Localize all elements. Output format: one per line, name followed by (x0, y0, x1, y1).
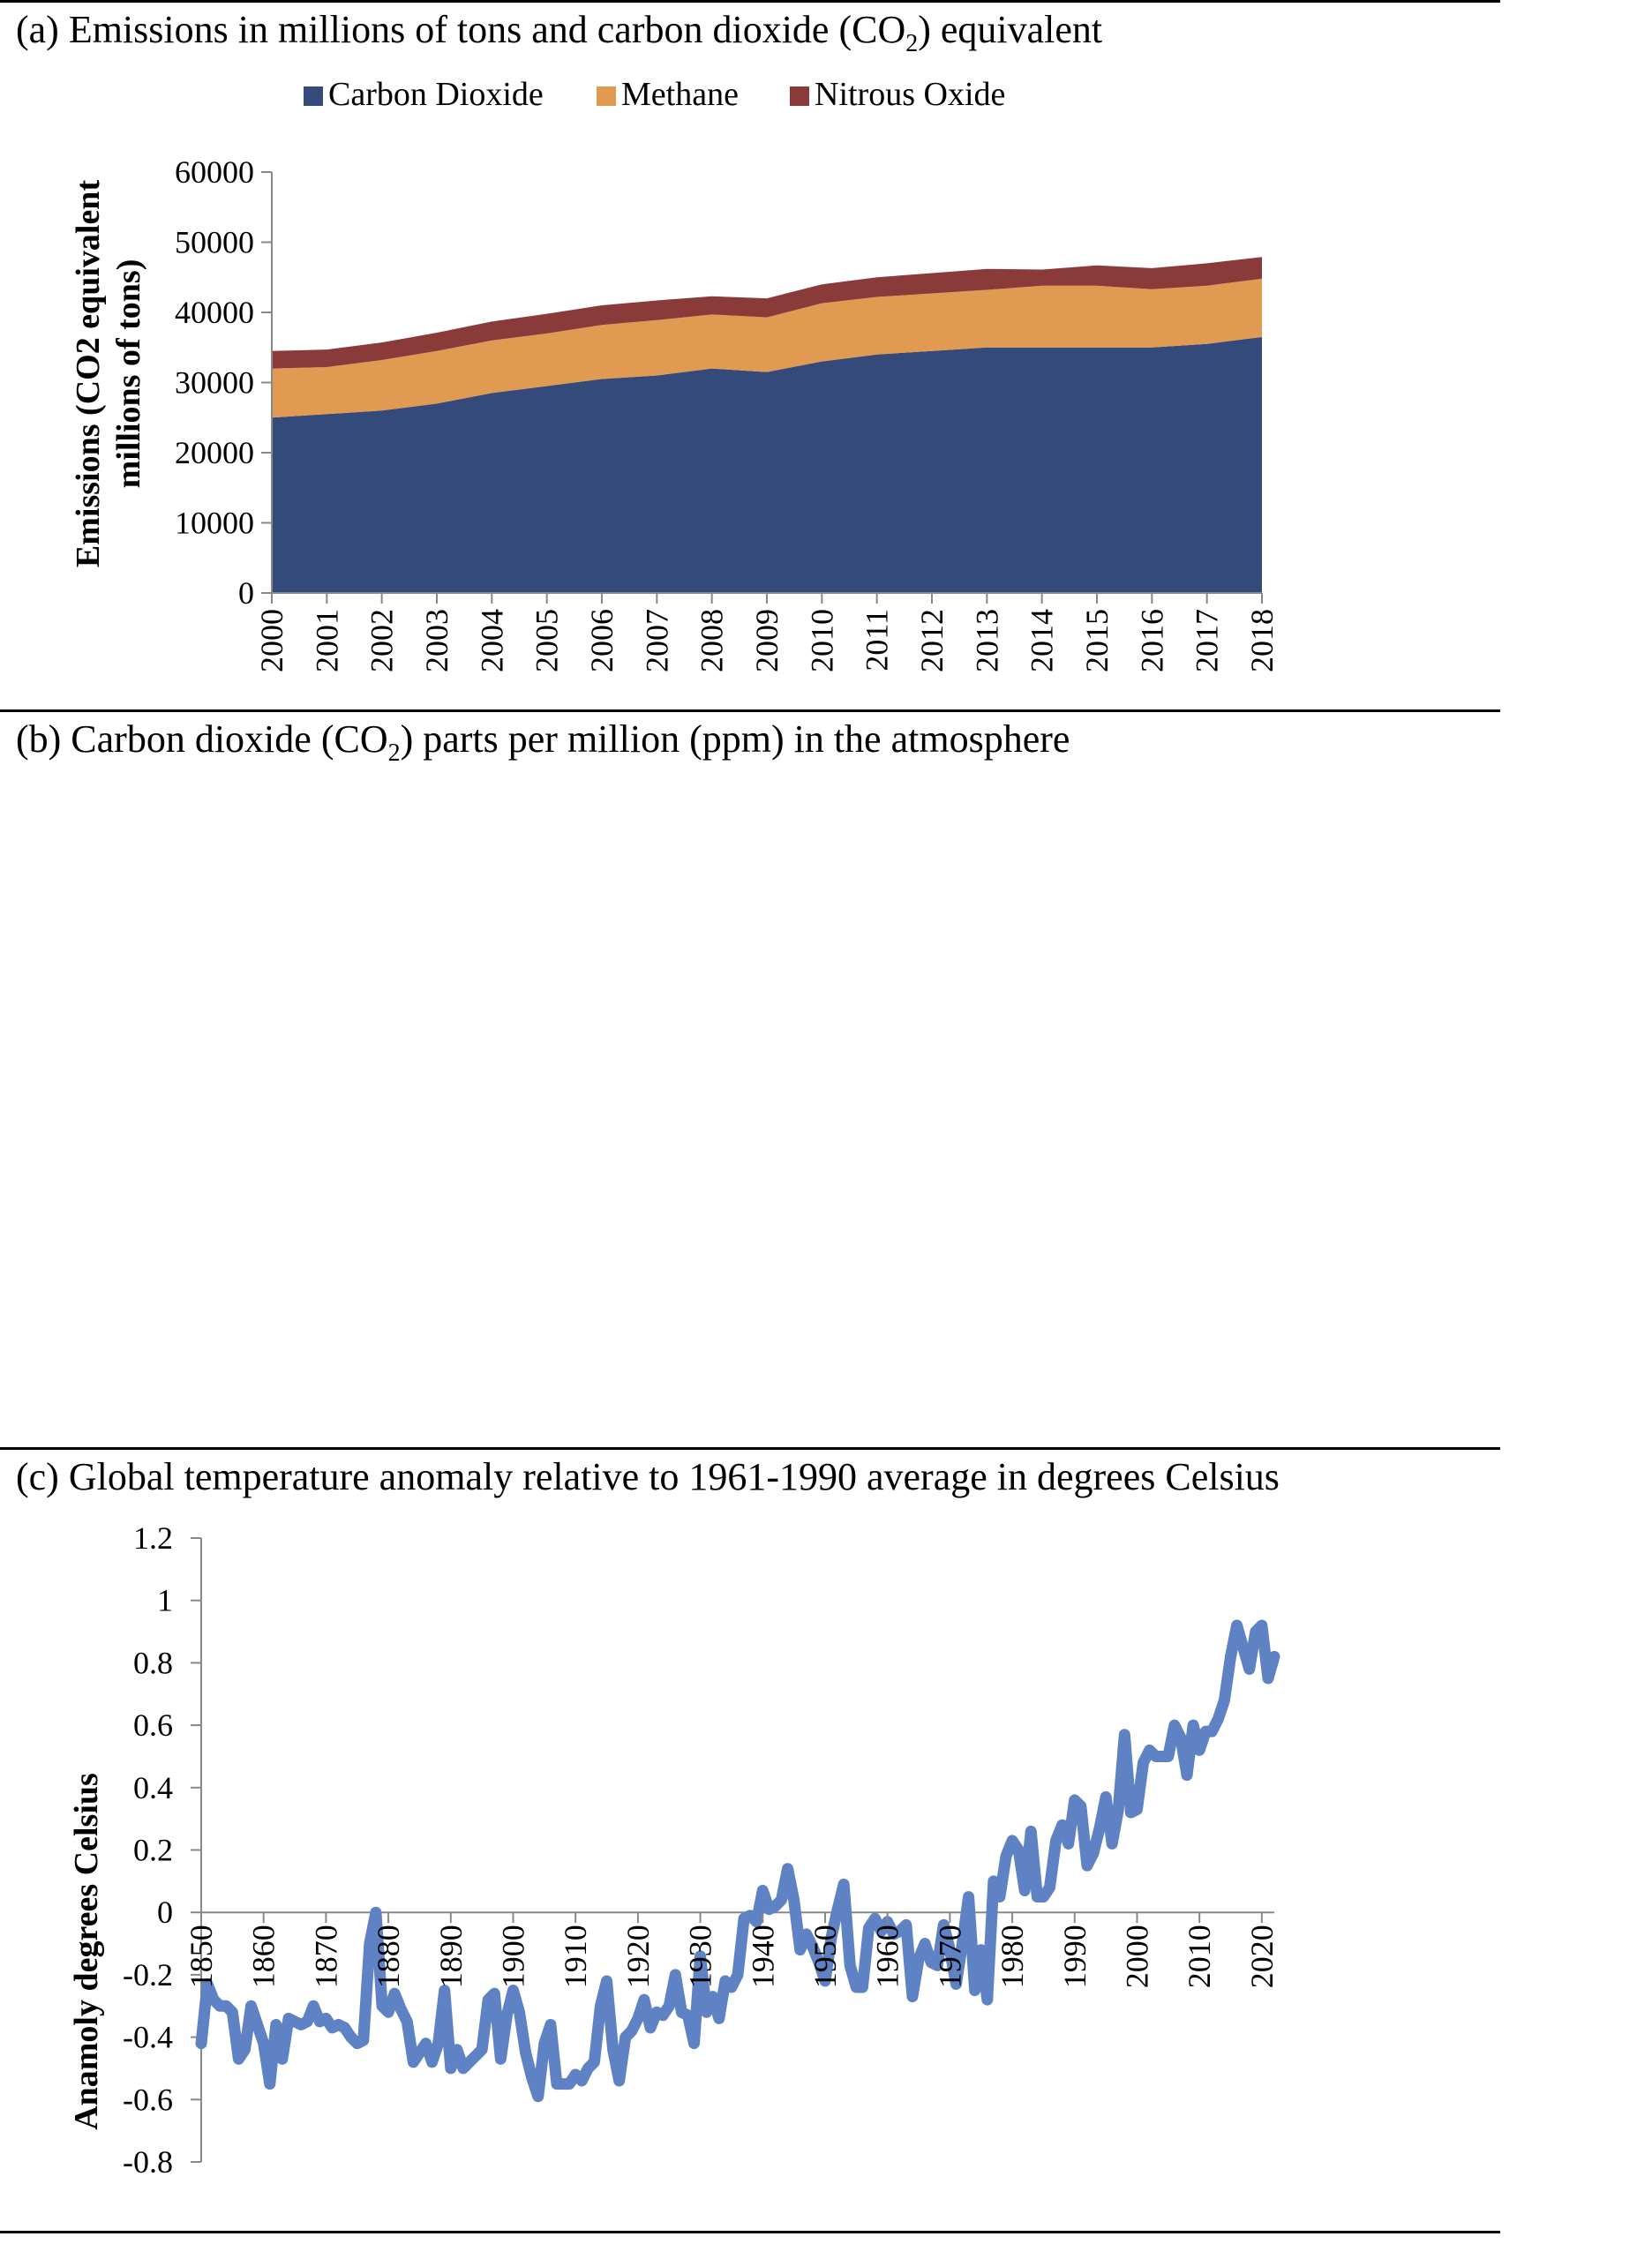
y-tick-label: -0.2 (123, 1957, 173, 1993)
x-tick-label: 1870 (308, 1925, 343, 1988)
x-tick-label: 1990 (1057, 1925, 1093, 1988)
legend-label: Methane (621, 76, 739, 113)
x-tick-label: 1880 (371, 1925, 406, 1988)
x-tick-label: 2004 (474, 609, 509, 672)
x-tick-label: 1950 (807, 1925, 843, 1988)
area-series-3 (272, 257, 1262, 369)
y-tick-label: 50000 (175, 225, 254, 260)
x-tick-label: 2008 (695, 609, 730, 672)
x-tick-label: 2000 (254, 609, 289, 672)
x-tick-label: 2001 (309, 609, 344, 672)
x-tick-label: 1890 (433, 1925, 469, 1988)
x-tick-label: 2016 (1134, 609, 1169, 672)
x-tick-label: 2005 (529, 609, 565, 672)
y-tick-label: -0.6 (123, 2082, 173, 2117)
y-axis-label: Anamoly degrees Celsius (68, 1773, 105, 2130)
x-tick-label: 2009 (749, 609, 785, 672)
x-tick-label: 2017 (1190, 609, 1225, 672)
y-tick-label: 0 (238, 575, 254, 611)
x-tick-label: 2010 (1182, 1925, 1217, 1988)
panel-c-title: (c) Global temperature anomaly relative … (16, 1455, 1280, 1498)
x-tick-label: 2007 (639, 609, 674, 672)
x-tick-label: 2000 (1119, 1925, 1154, 1988)
x-tick-label: 1900 (495, 1925, 530, 1988)
panel-a-title: (a) Emissions in millions of tons and ca… (16, 8, 1103, 57)
x-tick-label: 2003 (419, 609, 454, 672)
legend-swatch (597, 86, 616, 106)
x-tick-label: 1960 (870, 1925, 905, 1988)
legend-swatch (304, 86, 323, 106)
y-axis-label: millions of tons) (110, 259, 147, 489)
y-tick-label: 10000 (175, 506, 254, 541)
x-tick-label: 1930 (683, 1925, 718, 1988)
y-tick-label: 30000 (175, 365, 254, 401)
y-tick-label: 40000 (175, 295, 254, 330)
x-tick-label: 1970 (932, 1925, 967, 1988)
x-tick-label: 1850 (184, 1925, 219, 1988)
x-tick-label: 1980 (995, 1925, 1030, 1988)
x-tick-label: 2010 (804, 609, 839, 672)
top-rule (0, 0, 1500, 3)
x-tick-label: 2006 (584, 609, 620, 672)
y-tick-label: 0.4 (133, 1770, 173, 1805)
x-tick-label: 1940 (745, 1925, 780, 1988)
y-axis-label: Emissions (CO2 equivalent (70, 180, 107, 568)
x-tick-label: 2015 (1079, 609, 1115, 672)
x-tick-label: 2002 (364, 609, 400, 672)
x-tick-label: 2013 (969, 609, 1004, 672)
x-tick-label: 1910 (558, 1925, 593, 1988)
x-tick-label: 2018 (1244, 609, 1280, 672)
x-tick-label: 2011 (860, 609, 895, 672)
rule-a-b (0, 709, 1500, 712)
area-series-1 (272, 336, 1262, 593)
rule-b-c (0, 1447, 1500, 1450)
area-series-2 (272, 278, 1262, 418)
y-tick-label: 60000 (175, 154, 254, 190)
legend-label: Carbon Dioxide (328, 76, 544, 113)
legend-swatch (790, 86, 809, 106)
chart-a: 0 10000 20000 30000 40000 50000 60000 2000 2001 2… (70, 76, 1280, 672)
y-tick-label: 0.8 (133, 1645, 173, 1680)
x-tick-label: 2020 (1244, 1925, 1280, 1988)
y-tick-label: 1.2 (133, 1520, 173, 1556)
bottom-rule (0, 2231, 1500, 2233)
x-tick-label: 1920 (620, 1925, 656, 1988)
x-tick-label: 2012 (914, 609, 950, 672)
y-tick-label: -0.8 (123, 2144, 173, 2180)
temperature-series-line (195, 1619, 1280, 2103)
y-tick-label: -0.4 (123, 2020, 173, 2055)
y-tick-label: 0.2 (133, 1833, 173, 1868)
y-tick-label: 1 (157, 1583, 173, 1618)
legend-label: Nitrous Oxide (815, 76, 1005, 113)
y-tick-label: 0 (157, 1895, 173, 1930)
panel-b-title: (b) Carbon dioxide (CO2) parts per milli… (16, 717, 1070, 767)
y-tick-label: 0.6 (133, 1707, 173, 1743)
x-tick-label: 2014 (1025, 609, 1060, 672)
y-tick-label: 20000 (175, 435, 254, 470)
x-tick-label: 1860 (246, 1925, 282, 1988)
